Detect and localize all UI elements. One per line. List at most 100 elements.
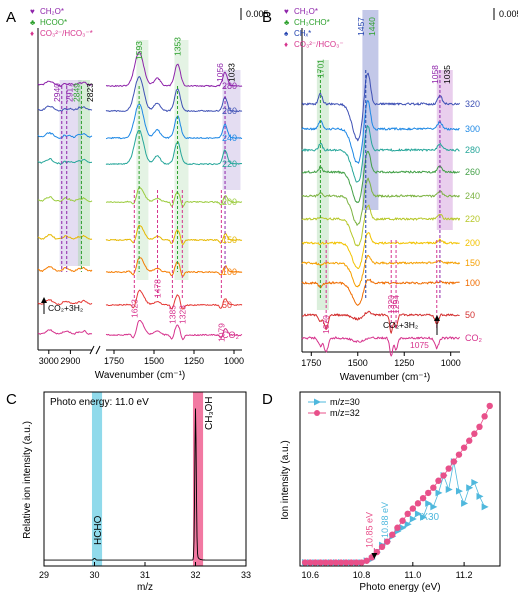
data-point-mz32 [322, 559, 329, 566]
peak-label-a: 2849 [71, 83, 81, 102]
data-point-mz30 [445, 485, 453, 493]
scale-bar-label-a: 0.005 [246, 9, 269, 19]
data-point-mz32 [307, 559, 314, 566]
spectrum-b-240 [301, 177, 460, 226]
legend-marker-d [314, 398, 321, 406]
tick-label-c: 33 [241, 570, 251, 580]
legend-symbol-b: ♥ [284, 7, 289, 16]
data-point-mz32 [337, 559, 345, 566]
peak-label-a: 2917 [65, 83, 75, 102]
series-label-a-100: 100 [222, 267, 237, 277]
data-point-mz32 [450, 458, 458, 465]
tick-label-d: 11.0 [404, 570, 421, 580]
legend-text-d: m/z=32 [330, 408, 360, 418]
tick-label-a: 1000 [224, 356, 244, 366]
data-point-mz32 [353, 559, 360, 566]
spectrum-a-right-220 [105, 129, 243, 166]
peak-label-b: 1440 [367, 17, 377, 36]
data-point-mz32 [332, 559, 340, 566]
tick-label-d: 11.2 [456, 570, 473, 580]
peak-label-a: 1623 [129, 299, 139, 318]
legend-text-b: CH₃CHO* [294, 18, 330, 27]
peak-label-a: 1033 [227, 63, 237, 82]
data-point-mz30 [466, 484, 474, 492]
x-axis-label-c: m/z [137, 582, 153, 593]
data-point-mz30 [425, 499, 433, 507]
data-point-mz30 [476, 492, 484, 500]
spectrum-b-320 [301, 72, 461, 142]
legend-symbol-a: ♥ [30, 7, 35, 16]
band-ch2o-left [59, 80, 82, 266]
series-label-a-150: 150 [222, 235, 237, 245]
spectrum-b-200 [301, 232, 460, 269]
spectrum-a-left-CO₂ [37, 329, 93, 335]
peak-label-b: 1075 [410, 340, 429, 350]
spectrum-a-right-50 [105, 289, 243, 310]
series-label-b-220: 220 [465, 214, 480, 224]
tick-label-c: 30 [89, 570, 99, 580]
x-axis-label-d: Photo energy (eV) [359, 582, 440, 593]
data-point-mz32 [358, 559, 365, 566]
data-point-mz32 [481, 413, 488, 420]
series-label-b-280: 280 [465, 145, 480, 155]
spectrum-a-right-200 [106, 186, 243, 208]
peak-label-b: 1058 [430, 65, 440, 84]
series-label-a-50: 50 [222, 300, 232, 310]
band-hcoo-1353 [174, 40, 189, 280]
series-label-b-200: 200 [465, 238, 480, 248]
series-label-b-150: 150 [465, 258, 480, 268]
spectrum-b-150 [301, 254, 461, 288]
series-line-d-1 [305, 405, 491, 563]
spectrum-a-left-200 [38, 196, 93, 203]
spectrum-a-left-150 [37, 233, 93, 240]
peak-label-a: 1323 [177, 305, 187, 324]
tick-label-c: 31 [140, 570, 150, 580]
annotation-d: 10.85 eV [364, 512, 374, 548]
data-point-mz30 [435, 489, 443, 497]
title-c: Photo energy: 11.0 eV [50, 397, 149, 408]
data-point-mz32 [399, 517, 406, 524]
peak-label-a: 1385 [167, 305, 177, 324]
spectrum-b-220 [301, 204, 461, 247]
tick-label-b: 1000 [441, 358, 461, 368]
peak-label-a: 1079 [216, 323, 226, 342]
spectrum-a-left-100 [37, 266, 93, 272]
data-point-mz30 [414, 510, 422, 518]
data-point-mz32 [394, 524, 401, 531]
spectrum-b-CO₂ [301, 336, 460, 357]
tick-label-b: 1250 [394, 358, 414, 368]
data-point-mz30 [404, 520, 412, 528]
data-point-mz32 [378, 543, 386, 551]
data-point-mz32 [466, 437, 473, 444]
series-label-b-50: 50 [465, 310, 475, 320]
data-point-mz32 [435, 477, 442, 484]
band-b-1058 [436, 70, 453, 230]
data-point-mz30 [430, 503, 438, 511]
ms-trace [43, 408, 246, 561]
peak-label-b: 1294 [391, 295, 401, 314]
peak-label-b: 1457 [356, 17, 366, 36]
legend-symbol-b: ♣ [284, 18, 290, 27]
peak-label-a: 1593 [134, 41, 144, 60]
spectrum-a-right-100 [105, 257, 243, 277]
tick-label-c: 29 [39, 570, 49, 580]
scale-bar-label-b: 0.005 [499, 9, 518, 19]
data-point-mz32 [409, 505, 417, 512]
series-label-a-240: 240 [222, 133, 237, 143]
legend-text-b: CO₃²⁻/HCO₃⁻ [294, 40, 344, 49]
data-point-mz32 [425, 489, 432, 497]
x-axis-label-a: Wavenumber (cm⁻¹) [95, 370, 185, 381]
tick-label-d: 10.8 [353, 570, 371, 580]
y-axis-label-d: Ion intensity (a.u.) [280, 440, 291, 519]
series-label-a-260: 260 [222, 106, 237, 116]
data-point-mz30 [420, 513, 428, 521]
panel-label-B: B [262, 9, 272, 26]
band-hcho [91, 392, 103, 566]
band-ch3oh [192, 392, 204, 566]
data-point-mz32 [471, 430, 478, 437]
spectrum-b-100 [301, 278, 460, 306]
spectrum-a-right-280 [105, 51, 243, 88]
legend-symbol-b: ♠ [284, 29, 289, 38]
spectrum-a-right-260 [105, 76, 243, 113]
plot-frame-c [43, 391, 247, 567]
